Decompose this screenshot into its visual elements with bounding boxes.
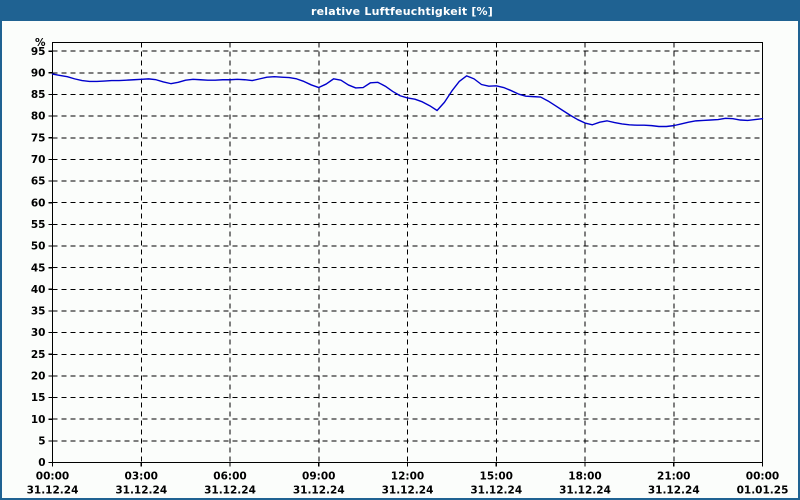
y-tick-label: 70	[31, 154, 46, 166]
y-axis-unit-label: %	[35, 37, 46, 49]
x-tick-label-date: 31.12.24	[470, 485, 522, 497]
y-tick-label: 5	[38, 435, 45, 447]
x-tick-label-date: 31.12.24	[204, 485, 256, 497]
y-tick-label: 55	[31, 219, 46, 231]
y-axis-tick-labels: 0 5 10 15 20 25 30 35 40 45 50 55 60 65 70 75 80 85 90 95	[31, 46, 46, 469]
x-tick-label-date: 31.12.24	[293, 485, 345, 497]
y-tick-label: 30	[31, 327, 46, 339]
x-tick-label-time: 06:00	[213, 471, 246, 483]
y-tick-label: 60	[31, 197, 46, 209]
vertical-gridlines	[140, 42, 675, 463]
y-tick-label: 25	[31, 349, 46, 361]
y-tick-label: 15	[31, 392, 46, 404]
x-tick-label-time: 00:00	[746, 471, 779, 483]
y-tick-label: 40	[31, 284, 46, 296]
x-tick-label-time: 03:00	[125, 471, 158, 483]
y-tick-label: 10	[31, 414, 46, 426]
y-tick-label: 90	[31, 67, 46, 79]
x-tick-label-time: 12:00	[391, 471, 424, 483]
y-tick-label: 65	[31, 176, 46, 188]
x-tick-label-time: 18:00	[568, 471, 601, 483]
y-tick-label: 85	[31, 89, 46, 101]
y-tick-label: 45	[31, 262, 46, 274]
y-tick-label: 50	[31, 241, 46, 253]
x-tick-label-date: 31.12.24	[559, 485, 611, 497]
x-tick-label-date: 01.01.25	[737, 485, 789, 497]
x-tick-label-time: 00:00	[36, 471, 69, 483]
y-tick-label: 75	[31, 132, 46, 144]
page-title: relative Luftfeuchtigkeit [%]	[311, 5, 493, 18]
humidity-series-line	[51, 73, 764, 128]
x-tick-label-date: 31.12.24	[382, 485, 434, 497]
x-tick-label-date: 31.12.24	[648, 485, 700, 497]
y-axis-ticks	[48, 50, 53, 464]
y-tick-label: 35	[31, 306, 46, 318]
y-tick-label: 20	[31, 371, 46, 383]
y-tick-label: 0	[38, 457, 45, 469]
window-title-bar: relative Luftfeuchtigkeit [%]	[2, 2, 798, 21]
x-tick-label-time: 15:00	[480, 471, 513, 483]
x-tick-label-time: 09:00	[302, 471, 335, 483]
y-tick-label: 80	[31, 111, 46, 123]
x-axis-tick-labels: 00:00 31.12.24 03:00 31.12.24 06:00 31.12.24 0…	[27, 471, 789, 497]
x-axis-ticks	[51, 462, 764, 467]
x-tick-label-date: 31.12.24	[27, 485, 79, 497]
plot-area-container: 0 5 10 15 20 25 30 35 40 45 50 55 60 65 70 75 80 85 90 95 0…	[2, 21, 798, 498]
x-tick-label-date: 31.12.24	[115, 485, 167, 497]
y-tick-label: 95	[31, 46, 46, 58]
axis-frame	[51, 41, 764, 464]
x-tick-label-time: 21:00	[657, 471, 690, 483]
line-chart: 0 5 10 15 20 25 30 35 40 45 50 55 60 65 70 75 80 85 90 95 0…	[27, 37, 789, 497]
